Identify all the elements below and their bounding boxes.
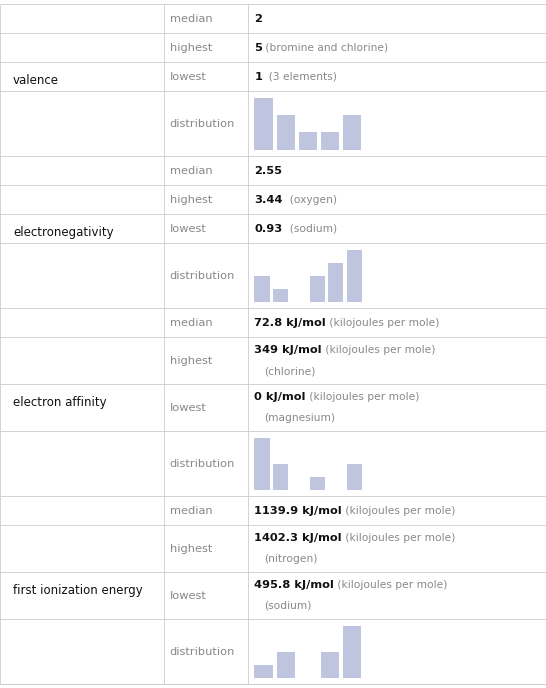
Text: lowest: lowest xyxy=(170,72,206,82)
Text: (sodium): (sodium) xyxy=(283,224,337,234)
Text: 0.93: 0.93 xyxy=(254,224,283,234)
Text: (magnesium): (magnesium) xyxy=(264,413,335,423)
Bar xyxy=(254,438,270,490)
Bar xyxy=(347,250,362,302)
Text: 1402.3 kJ/mol: 1402.3 kJ/mol xyxy=(254,533,342,544)
Text: first ionization energy: first ionization energy xyxy=(13,583,143,596)
Bar xyxy=(343,115,361,149)
Text: 1: 1 xyxy=(254,72,262,82)
Bar xyxy=(321,132,339,149)
Text: (bromine and chlorine): (bromine and chlorine) xyxy=(262,43,388,52)
Text: median: median xyxy=(170,166,212,175)
Bar xyxy=(321,652,339,678)
Text: (oxygen): (oxygen) xyxy=(283,195,337,205)
Bar xyxy=(273,289,288,302)
Text: (kilojoules per mole): (kilojoules per mole) xyxy=(334,580,448,590)
Bar xyxy=(254,98,272,149)
Text: 72.8 kJ/mol: 72.8 kJ/mol xyxy=(254,318,326,327)
Text: valence: valence xyxy=(13,74,59,87)
Text: distribution: distribution xyxy=(170,118,235,129)
Text: electronegativity: electronegativity xyxy=(13,226,114,239)
Text: (kilojoules per mole): (kilojoules per mole) xyxy=(322,345,435,356)
Text: distribution: distribution xyxy=(170,459,235,469)
Text: lowest: lowest xyxy=(170,224,206,234)
Bar xyxy=(310,276,325,302)
Text: 5: 5 xyxy=(254,43,262,52)
Text: median: median xyxy=(170,318,212,327)
Text: lowest: lowest xyxy=(170,402,206,413)
Bar xyxy=(277,115,295,149)
Bar xyxy=(273,464,288,490)
Text: highest: highest xyxy=(170,195,212,205)
Text: 1139.9 kJ/mol: 1139.9 kJ/mol xyxy=(254,506,342,515)
Text: (kilojoules per mole): (kilojoules per mole) xyxy=(306,392,419,402)
Bar xyxy=(277,652,295,678)
Bar xyxy=(299,132,317,149)
Bar xyxy=(310,477,325,490)
Bar xyxy=(347,464,362,490)
Text: (chlorine): (chlorine) xyxy=(264,366,316,376)
Text: lowest: lowest xyxy=(170,590,206,601)
Text: 495.8 kJ/mol: 495.8 kJ/mol xyxy=(254,580,334,590)
Text: (kilojoules per mole): (kilojoules per mole) xyxy=(342,533,455,544)
Text: 0 kJ/mol: 0 kJ/mol xyxy=(254,392,306,402)
Text: 3.44: 3.44 xyxy=(254,195,283,205)
Text: (kilojoules per mole): (kilojoules per mole) xyxy=(326,318,440,327)
Text: (kilojoules per mole): (kilojoules per mole) xyxy=(342,506,455,515)
Text: 2: 2 xyxy=(254,14,262,23)
Text: highest: highest xyxy=(170,43,212,52)
Bar xyxy=(254,665,272,678)
Text: median: median xyxy=(170,506,212,515)
Text: 349 kJ/mol: 349 kJ/mol xyxy=(254,345,322,356)
Text: electron affinity: electron affinity xyxy=(13,396,106,409)
Text: highest: highest xyxy=(170,356,212,366)
Text: highest: highest xyxy=(170,544,212,554)
Text: median: median xyxy=(170,14,212,23)
Text: (3 elements): (3 elements) xyxy=(262,72,337,82)
Bar xyxy=(343,625,361,678)
Text: distribution: distribution xyxy=(170,271,235,281)
Text: (sodium): (sodium) xyxy=(264,601,312,611)
Text: distribution: distribution xyxy=(170,647,235,656)
Bar xyxy=(254,276,270,302)
Text: (nitrogen): (nitrogen) xyxy=(264,554,318,564)
Text: 2.55: 2.55 xyxy=(254,166,282,175)
Bar xyxy=(328,263,343,302)
